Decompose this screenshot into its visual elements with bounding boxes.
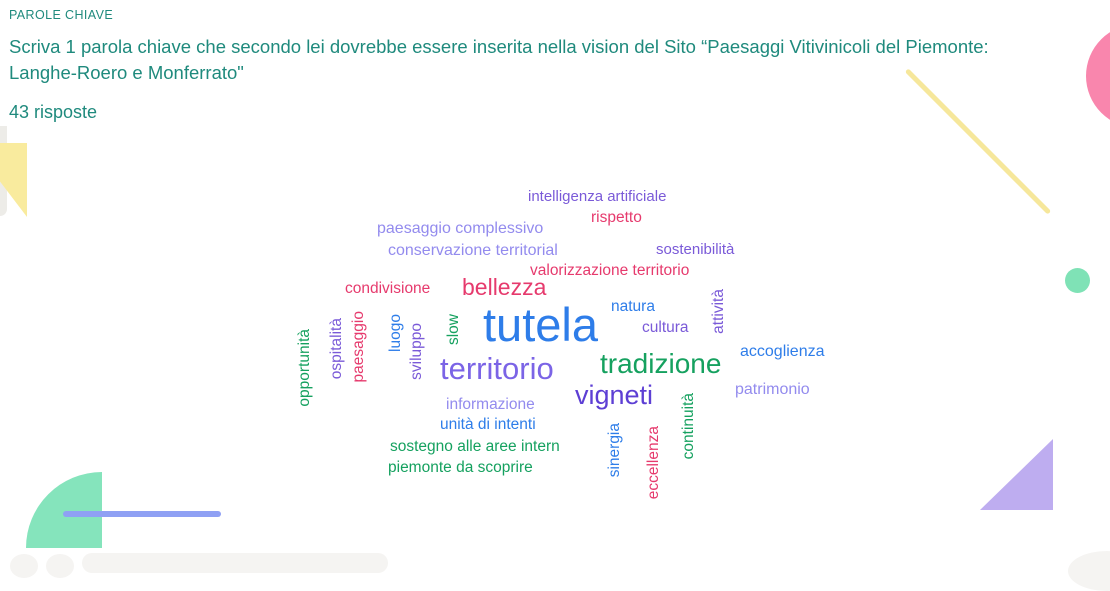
responses-count: 43 risposte <box>9 102 98 122</box>
word-cloud-word: conservazione territorial <box>388 242 558 259</box>
word-cloud-word: patrimonio <box>735 381 810 398</box>
word-cloud-word: luogo <box>387 314 404 352</box>
word-cloud-word: paesaggio complessivo <box>377 220 544 237</box>
word-cloud-word: vigneti <box>575 380 654 410</box>
periwinkle-line-shape <box>63 511 221 517</box>
word-cloud-word: sostenibilità <box>656 241 735 258</box>
word-cloud-word: tutela <box>483 298 598 351</box>
word-cloud-word: eccellenza <box>645 426 662 500</box>
word-cloud-word: continuità <box>680 393 697 460</box>
word-cloud-word: intelligenza artificiale <box>528 188 667 205</box>
word-cloud-word: cultura <box>642 319 689 336</box>
word-cloud-word: accoglienza <box>740 343 825 360</box>
word-cloud: intelligenza artificiale rispetto paesaggi… <box>296 188 825 500</box>
mint-dot-shape <box>1065 268 1090 293</box>
word-cloud-word: ospitalità <box>328 318 345 380</box>
word-cloud-word: attività <box>710 289 727 334</box>
word-cloud-word: condivisione <box>345 280 431 297</box>
section-label: PAROLE CHIAVE <box>9 8 114 22</box>
word-cloud-word: territorio <box>440 351 554 386</box>
word-cloud-word: informazione <box>446 396 535 413</box>
word-cloud-word: tradizione <box>600 348 722 379</box>
header: PAROLE CHIAVE Scriva 1 parola chiave che… <box>9 8 1059 123</box>
word-cloud-word: rispetto <box>591 209 642 226</box>
word-cloud-word: sostegno alle aree intern <box>390 438 560 455</box>
word-cloud-word: sinergia <box>606 423 623 478</box>
word-cloud-word: piemonte da scoprire <box>388 459 533 476</box>
word-cloud-word: bellezza <box>462 274 547 300</box>
word-cloud-word: slow <box>445 314 462 346</box>
word-cloud-word: opportunità <box>296 329 313 407</box>
question-text: Scriva 1 parola chiave che secondo lei d… <box>9 36 989 83</box>
word-cloud-word: natura <box>611 298 655 315</box>
survey-results-page: { "header": { "section_label": "PAROLE C… <box>0 8 1110 591</box>
word-cloud-word: unità di intenti <box>440 416 536 433</box>
word-cloud-word: paesaggio <box>350 311 367 383</box>
word-cloud-word: sviluppo <box>408 323 425 380</box>
word-cloud-word: valorizzazione territorio <box>530 262 690 279</box>
